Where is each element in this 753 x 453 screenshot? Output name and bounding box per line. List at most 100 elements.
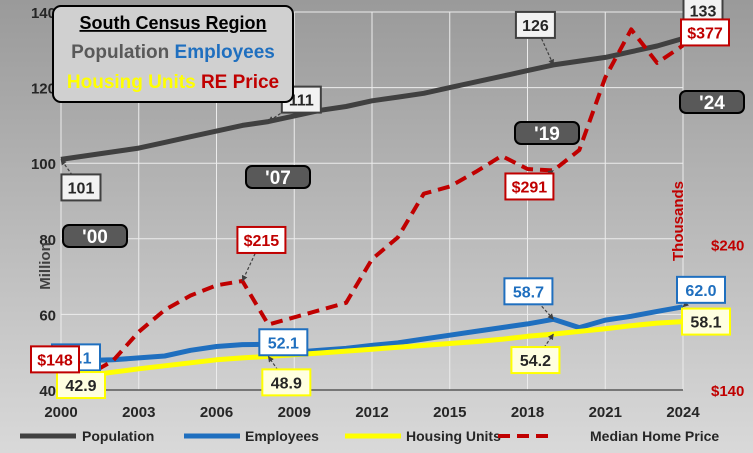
title-box-frame — [52, 5, 294, 103]
legend-label: Population — [82, 428, 154, 444]
title-segment: Housing Units — [67, 72, 196, 93]
data-label-box — [258, 328, 309, 357]
data-label: 62.0 — [676, 275, 726, 304]
data-label-box — [236, 225, 287, 254]
year-tag-box — [245, 165, 311, 189]
data-label-box — [514, 10, 556, 39]
year-tag-box — [679, 90, 745, 114]
year-tag-text: '00 — [82, 227, 108, 248]
x-tick-label: 2006 — [200, 404, 233, 421]
series-line-employees — [60, 304, 684, 363]
year-tag-text: '19 — [534, 124, 560, 145]
year-tag-text: '24 — [699, 93, 725, 114]
data-label-text: 58.7 — [513, 284, 544, 301]
y-tick-label: 60 — [39, 307, 56, 324]
x-tick-label: 2012 — [355, 404, 388, 421]
data-label-text: 62.0 — [685, 283, 716, 300]
legend-label: Employees — [245, 428, 319, 444]
data-label-box — [261, 368, 312, 397]
legend: Population Employees Housing Units Median H… — [20, 428, 719, 444]
data-label-text: $377 — [687, 25, 723, 42]
data-label: $148 — [30, 345, 80, 374]
series-lines — [60, 27, 685, 382]
data-label-text: $148 — [37, 352, 73, 369]
legend-label: Median Home Price — [590, 428, 719, 444]
series-line-housing-units — [60, 319, 684, 382]
data-label: 48.9 — [261, 368, 312, 397]
data-label: 42.9 — [56, 371, 106, 400]
legend-item: Median Home Price — [498, 428, 719, 444]
data-label-text: 54.2 — [520, 353, 551, 370]
x-axis-ticks: 2000 2003 2006 2009 2012 2015 2018 2021 2024 — [44, 404, 700, 421]
title-line-1: South Census Region — [79, 13, 266, 33]
x-tick-label: 2024 — [666, 404, 700, 421]
chart-title-box: South Census Region Population Employees… — [52, 5, 294, 103]
data-label-box — [676, 275, 726, 304]
title-segment: South Census Region — [79, 13, 266, 33]
title-line-3: Housing Units RE Price — [67, 72, 279, 93]
y-tick-label: 100 — [31, 156, 56, 173]
year-tags: '00 '07 '19 '24 — [62, 90, 745, 248]
data-labels: 10111112613348.152.158.762.042.948.954.2… — [30, 0, 731, 400]
y-axis-label: Million — [37, 242, 54, 290]
data-label-text: 101 — [68, 180, 95, 197]
data-label-box — [680, 18, 730, 47]
y-tick-label: 80 — [39, 232, 56, 249]
data-label-text: 58.1 — [690, 315, 721, 332]
year-tag: '19 — [514, 121, 580, 145]
data-label: $291 — [504, 172, 555, 201]
data-label-box — [56, 371, 106, 400]
legend-item: Employees — [184, 428, 319, 444]
legend-label: Housing Units — [406, 428, 501, 444]
x-tick-label: 2000 — [44, 404, 77, 421]
year-tag: '07 — [245, 165, 311, 189]
y2-tick-label: $140 — [711, 383, 744, 400]
title-line-2: Population Employees — [71, 42, 275, 63]
x-tick-label: 2015 — [433, 404, 466, 421]
y2-tick-label: $240 — [711, 238, 744, 255]
data-label-text: $215 — [244, 233, 280, 250]
legend-item: Population — [20, 428, 154, 444]
data-label-box — [30, 345, 80, 374]
year-tag: '24 — [679, 90, 745, 114]
x-tick-label: 2021 — [589, 404, 622, 421]
title-segment: Population — [71, 42, 169, 63]
data-label-text: 133 — [690, 3, 717, 20]
year-tag-text: '07 — [265, 168, 291, 189]
data-label-text: 111 — [289, 93, 314, 110]
data-label-box — [60, 173, 102, 202]
data-label: 126 — [514, 10, 556, 39]
data-label: 54.2 — [510, 346, 561, 375]
data-label: $377 — [680, 18, 730, 47]
data-label: 58.1 — [681, 307, 731, 336]
data-label-box — [510, 346, 561, 375]
data-label: 101 — [60, 173, 102, 202]
data-label-text: 42.9 — [65, 378, 96, 395]
data-label: 52.1 — [258, 328, 309, 357]
data-label-text: $291 — [512, 179, 548, 196]
data-label: 58.7 — [503, 277, 554, 306]
data-label: $215 — [236, 225, 287, 254]
x-tick-label: 2003 — [122, 404, 155, 421]
data-label-box — [681, 307, 731, 336]
year-tag-box — [62, 224, 128, 248]
data-label-text: 52.1 — [268, 335, 299, 352]
x-tick-label: 2018 — [511, 404, 544, 421]
data-label-text: 126 — [522, 18, 549, 35]
y2-axis-label: Thousands — [670, 181, 687, 261]
data-label-text: 48.9 — [271, 375, 302, 392]
title-segment: Employees — [169, 42, 275, 63]
y-tick-label: 140 — [31, 5, 56, 22]
data-label-box — [504, 172, 555, 201]
series-line-median-home-price — [60, 27, 685, 381]
year-tag-box — [514, 121, 580, 145]
legend-item: Housing Units — [345, 428, 501, 444]
data-label-box — [503, 277, 554, 306]
x-tick-label: 2009 — [278, 404, 311, 421]
y-axis-ticks: 40 60 80 100 120 140 — [31, 5, 56, 400]
series-line-population — [60, 36, 684, 162]
y-tick-label: 40 — [39, 383, 56, 400]
year-tag: '00 — [62, 224, 128, 248]
title-segment: RE Price — [196, 72, 279, 93]
